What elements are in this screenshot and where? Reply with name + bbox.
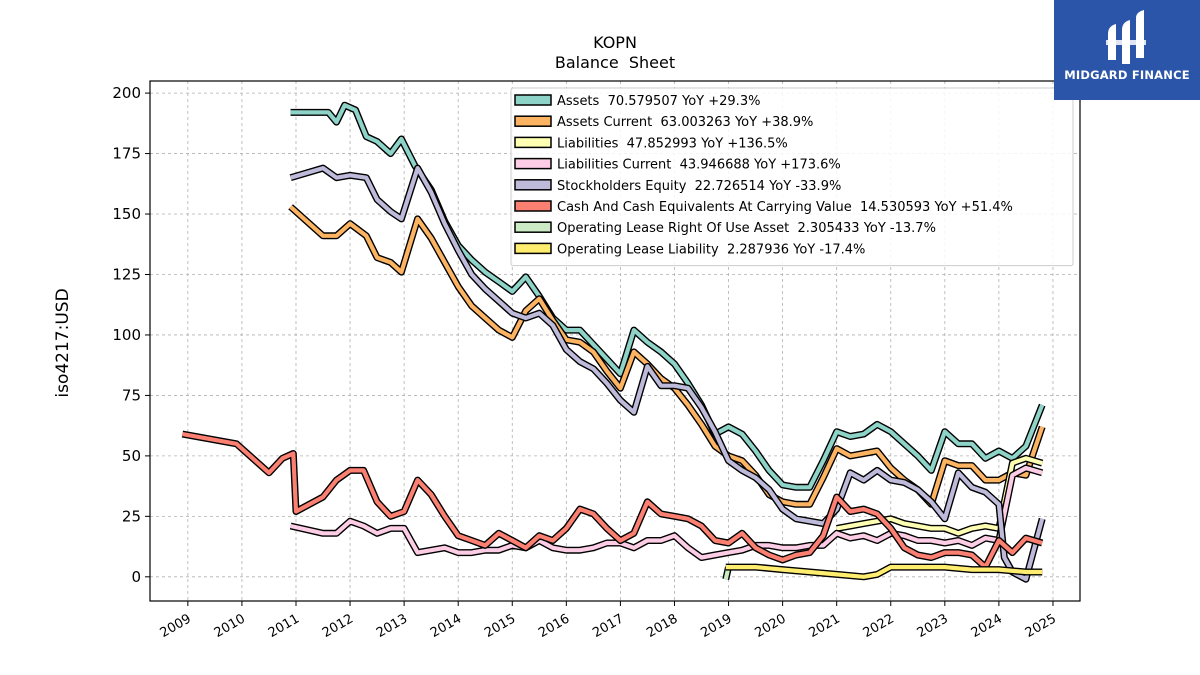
x-tick-label: 2017 xyxy=(590,611,626,641)
series-line-liabilities-current xyxy=(290,465,1043,560)
legend-label-liabilities-current: Liabilities Current 43.946688 YoY +173.6… xyxy=(557,158,841,173)
x-tick-label: 2015 xyxy=(482,611,518,641)
x-tick-label: 2023 xyxy=(915,611,951,641)
x-tick-label: 2011 xyxy=(266,611,302,641)
legend-swatch-cash-and-cash-equivalents-at-carrying-value xyxy=(514,200,552,212)
y-tick-label: 50 xyxy=(122,447,141,465)
legend: Assets 70.579507 YoY +29.3% Assets Curren… xyxy=(510,87,1074,267)
legend-swatch-assets-current xyxy=(514,115,552,127)
y-ticks: 0 25 50 75 100 125 150 175 200 xyxy=(112,84,150,586)
legend-label-cash-and-cash-equivalents-at-carrying-value: Cash And Cash Equivalents At Carrying Va… xyxy=(557,200,1013,215)
chart-title: KOPN xyxy=(593,33,637,52)
y-tick-label: 125 xyxy=(112,265,141,283)
x-tick-label: 2024 xyxy=(969,611,1005,641)
y-axis-label: iso4217:USD xyxy=(53,288,73,397)
series-line-assets xyxy=(290,103,1045,490)
brand-name: MIDGARD FINANCE xyxy=(1064,68,1190,82)
legend-box xyxy=(510,87,1074,267)
x-tick-label: 2020 xyxy=(752,611,788,641)
x-ticks: 2009 2010 2011 2012 2013 2014 2015 2016 2017 2018… xyxy=(158,601,1059,641)
brand-logo: MIDGARD FINANCE xyxy=(1054,0,1200,100)
x-tick-label: 2025 xyxy=(1023,611,1059,641)
legend-swatch-operating-lease-liability xyxy=(514,242,552,255)
chart-subtitle: Balance Sheet xyxy=(555,53,675,72)
y-tick-label: 150 xyxy=(112,205,141,223)
series-lines xyxy=(181,101,1046,583)
x-tick-label: 2021 xyxy=(807,611,843,641)
legend-swatch-operating-lease-right-of-use-asset xyxy=(514,221,552,233)
y-tick-label: 75 xyxy=(122,386,141,404)
legend-label-operating-lease-liability: Operating Lease Liability 2.287936 YoY -… xyxy=(557,242,865,257)
series-line-operating-lease-liability xyxy=(725,565,1043,579)
y-tick-label: 0 xyxy=(131,568,141,586)
legend-swatch-stockholders-equity xyxy=(514,179,552,191)
legend-label-operating-lease-right-of-use-asset: Operating Lease Right Of Use Asset 2.305… xyxy=(557,221,936,236)
legend-swatch-assets xyxy=(514,94,552,106)
x-tick-label: 2016 xyxy=(536,611,572,641)
x-tick-label: 2013 xyxy=(374,611,410,641)
x-tick-label: 2022 xyxy=(861,611,897,641)
legend-label-assets: Assets 70.579507 YoY +29.3% xyxy=(557,94,760,109)
logo-mark-icon xyxy=(1106,10,1146,64)
x-tick-label: 2018 xyxy=(644,611,680,641)
legend-label-assets-current: Assets Current 63.003263 YoY +38.9% xyxy=(557,115,813,130)
series-line-stockholders-equity xyxy=(290,166,1045,582)
y-tick-label: 200 xyxy=(112,84,141,102)
x-tick-label: 2012 xyxy=(320,611,356,641)
x-tick-label: 2019 xyxy=(698,611,734,641)
plot-frame xyxy=(149,80,1081,602)
y-tick-label: 25 xyxy=(122,507,141,525)
series-line-cash-and-cash-equivalents-at-carrying-value xyxy=(182,432,1043,570)
legend-label-stockholders-equity: Stockholders Equity 22.726514 YoY -33.9% xyxy=(557,179,841,194)
x-tick-label: 2010 xyxy=(212,611,248,641)
y-tick-label: 175 xyxy=(112,145,141,163)
legend-swatch-liabilities-current xyxy=(514,157,552,170)
x-tick-label: 2009 xyxy=(158,611,194,641)
legend-swatch-liabilities xyxy=(514,136,552,149)
x-tick-label: 2014 xyxy=(428,611,464,641)
legend-label-liabilities: Liabilities 47.852993 YoY +136.5% xyxy=(557,136,788,151)
y-tick-label: 100 xyxy=(112,326,141,344)
